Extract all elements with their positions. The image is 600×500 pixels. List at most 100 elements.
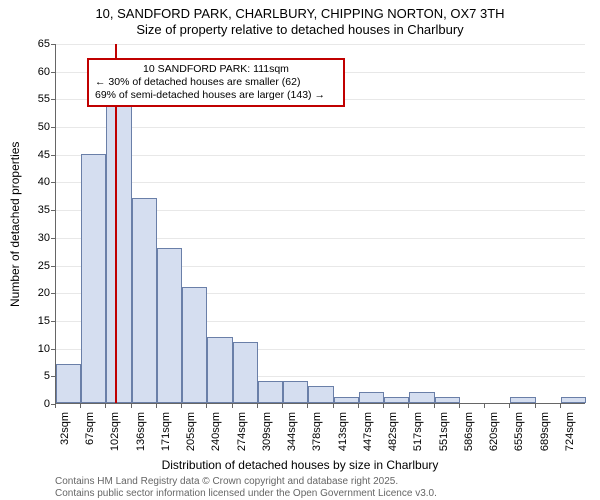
x-tick-label: 724sqm <box>564 412 576 452</box>
y-tick-mark <box>51 72 55 73</box>
chart-title-line1: 10, SANDFORD PARK, CHARLBURY, CHIPPING N… <box>0 6 600 21</box>
y-tick-label: 15 <box>20 315 50 327</box>
x-tick-label: 309sqm <box>261 412 273 452</box>
y-tick-mark <box>51 238 55 239</box>
histogram-bar <box>207 337 232 403</box>
y-tick-label: 45 <box>20 149 50 161</box>
histogram-bar <box>510 397 535 403</box>
x-tick-mark <box>257 404 258 408</box>
annotation-smaller: ← 30% of detached houses are smaller (62… <box>95 76 337 89</box>
x-tick-label: 67sqm <box>84 412 96 452</box>
chart-title-line2: Size of property relative to detached ho… <box>0 22 600 37</box>
x-tick-mark <box>181 404 182 408</box>
y-tick-mark <box>51 155 55 156</box>
y-tick-label: 35 <box>20 204 50 216</box>
y-tick-mark <box>51 321 55 322</box>
histogram-bar <box>359 392 384 403</box>
histogram-bar <box>283 381 308 403</box>
gridline <box>56 127 585 128</box>
x-tick-label: 240sqm <box>210 412 222 452</box>
histogram-bar <box>334 397 359 403</box>
x-tick-label: 171sqm <box>160 412 172 452</box>
annotation-box: 10 SANDFORD PARK: 111sqm ← 30% of detach… <box>87 58 345 107</box>
y-tick-label: 55 <box>20 93 50 105</box>
x-tick-mark <box>434 404 435 408</box>
x-tick-label: 689sqm <box>539 412 551 452</box>
y-tick-mark <box>51 127 55 128</box>
x-tick-label: 205sqm <box>185 412 197 452</box>
x-tick-label: 620sqm <box>488 412 500 452</box>
y-tick-mark <box>51 182 55 183</box>
y-tick-mark <box>51 210 55 211</box>
x-tick-mark <box>535 404 536 408</box>
x-tick-mark <box>105 404 106 408</box>
annotation-larger: 69% of semi-detached houses are larger (… <box>95 89 337 102</box>
histogram-bar <box>182 287 207 403</box>
histogram-bar <box>409 392 434 403</box>
x-axis-label: Distribution of detached houses by size … <box>0 458 600 472</box>
x-tick-mark <box>358 404 359 408</box>
x-tick-label: 102sqm <box>109 412 121 452</box>
histogram-bar <box>435 397 460 403</box>
x-tick-label: 655sqm <box>513 412 525 452</box>
gridline <box>56 44 585 45</box>
x-tick-mark <box>80 404 81 408</box>
x-tick-mark <box>55 404 56 408</box>
gridline <box>56 182 585 183</box>
x-tick-mark <box>560 404 561 408</box>
y-tick-mark <box>51 99 55 100</box>
x-tick-label: 136sqm <box>135 412 147 452</box>
x-tick-mark <box>206 404 207 408</box>
x-tick-label: 447sqm <box>362 412 374 452</box>
histogram-bar <box>258 381 283 403</box>
y-tick-label: 20 <box>20 287 50 299</box>
footer-copyright: Contains HM Land Registry data © Crown c… <box>55 476 398 487</box>
chart-container: 10, SANDFORD PARK, CHARLBURY, CHIPPING N… <box>0 0 600 500</box>
y-tick-mark <box>51 349 55 350</box>
gridline <box>56 155 585 156</box>
y-tick-mark <box>51 293 55 294</box>
histogram-bar <box>157 248 182 403</box>
histogram-bar <box>81 154 106 403</box>
histogram-bar <box>561 397 586 403</box>
y-tick-label: 10 <box>20 343 50 355</box>
y-tick-label: 0 <box>20 398 50 410</box>
x-tick-label: 586sqm <box>463 412 475 452</box>
x-tick-label: 274sqm <box>236 412 248 452</box>
annotation-title: 10 SANDFORD PARK: 111sqm <box>95 63 337 76</box>
x-tick-label: 482sqm <box>387 412 399 452</box>
x-tick-label: 378sqm <box>311 412 323 452</box>
histogram-bar <box>233 342 258 403</box>
histogram-bar <box>132 198 157 403</box>
x-tick-mark <box>509 404 510 408</box>
y-tick-label: 30 <box>20 232 50 244</box>
y-tick-label: 65 <box>20 38 50 50</box>
y-tick-mark <box>51 44 55 45</box>
x-tick-label: 551sqm <box>438 412 450 452</box>
x-tick-label: 32sqm <box>59 412 71 452</box>
y-tick-label: 25 <box>20 260 50 272</box>
x-tick-mark <box>484 404 485 408</box>
x-tick-mark <box>282 404 283 408</box>
histogram-bar <box>308 386 333 403</box>
x-tick-mark <box>156 404 157 408</box>
x-tick-mark <box>307 404 308 408</box>
y-tick-label: 40 <box>20 176 50 188</box>
y-tick-mark <box>51 376 55 377</box>
x-tick-mark <box>383 404 384 408</box>
y-axis-label: Number of detached properties <box>8 141 22 306</box>
y-tick-label: 50 <box>20 121 50 133</box>
x-tick-label: 344sqm <box>286 412 298 452</box>
x-tick-label: 517sqm <box>412 412 424 452</box>
y-tick-label: 5 <box>20 370 50 382</box>
histogram-bar <box>384 397 409 403</box>
x-tick-mark <box>131 404 132 408</box>
histogram-bar <box>56 364 81 403</box>
histogram-bar <box>106 104 131 403</box>
x-tick-mark <box>333 404 334 408</box>
footer-licence: Contains public sector information licen… <box>55 488 437 499</box>
x-tick-mark <box>459 404 460 408</box>
x-tick-mark <box>232 404 233 408</box>
x-tick-label: 413sqm <box>337 412 349 452</box>
y-tick-mark <box>51 266 55 267</box>
